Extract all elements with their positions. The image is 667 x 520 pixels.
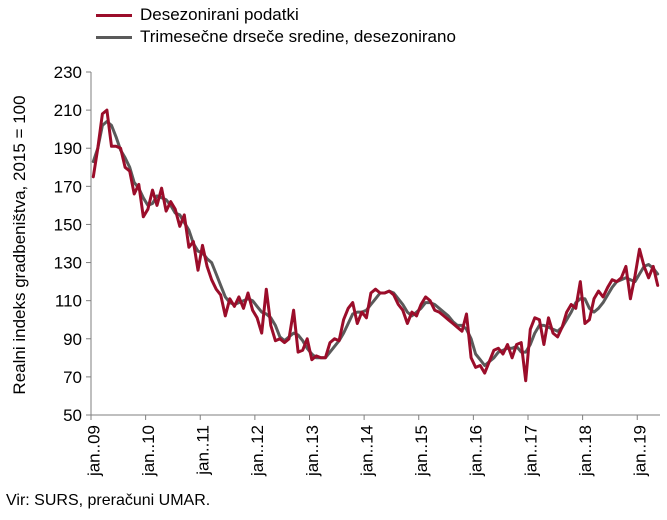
- series-line-deseasonalized: [91, 108, 660, 383]
- source-note: Vir: SURS, preračuni UMAR.: [6, 492, 211, 509]
- y-tick-label: 70: [63, 368, 82, 387]
- legend-item-moving-average: Trimesečne drseče sredine, desezonirano: [96, 26, 456, 48]
- y-tick-label: 230: [54, 63, 82, 82]
- series-line-moving-average: [91, 120, 660, 367]
- x-tick-label: jan..16: [467, 425, 486, 477]
- y-tick-label: 210: [54, 101, 82, 120]
- y-tick-label: 50: [63, 406, 82, 425]
- x-tick-label: jan..13: [303, 425, 322, 477]
- y-tick-label: 150: [54, 215, 82, 234]
- y-axis-label: Realni indeks gradbeništva, 2015 = 100: [10, 95, 29, 395]
- legend-item-deseasonalized: Desezonirani podatki: [96, 4, 456, 26]
- x-tick-label: jan..11: [194, 425, 213, 476]
- y-tick-label: 110: [55, 292, 82, 311]
- x-tick-label: jan..10: [139, 425, 158, 477]
- x-tick-label: jan..15: [412, 425, 431, 477]
- y-tick-label: 170: [54, 177, 82, 196]
- legend-label-deseasonalized: Desezonirani podatki: [140, 5, 299, 24]
- y-tick-label: 90: [63, 330, 82, 349]
- legend-swatch-deseasonalized: [96, 13, 132, 17]
- legend-swatch-moving-average: [96, 35, 132, 39]
- x-tick-label: jan..14: [357, 425, 376, 477]
- x-tick-label: jan..12: [248, 425, 267, 477]
- legend-label-moving-average: Trimesečne drseče sredine, desezonirano: [140, 27, 456, 46]
- legend: Desezonirani podatki Trimesečne drseče s…: [96, 4, 456, 48]
- y-tick-label: 130: [54, 254, 82, 273]
- x-tick-label: jan..09: [84, 425, 103, 477]
- x-tick-label: jan..17: [521, 425, 540, 477]
- x-tick-label: jan..18: [576, 425, 595, 477]
- x-tick-label: jan..19: [631, 425, 650, 477]
- y-tick-label: 190: [54, 139, 82, 158]
